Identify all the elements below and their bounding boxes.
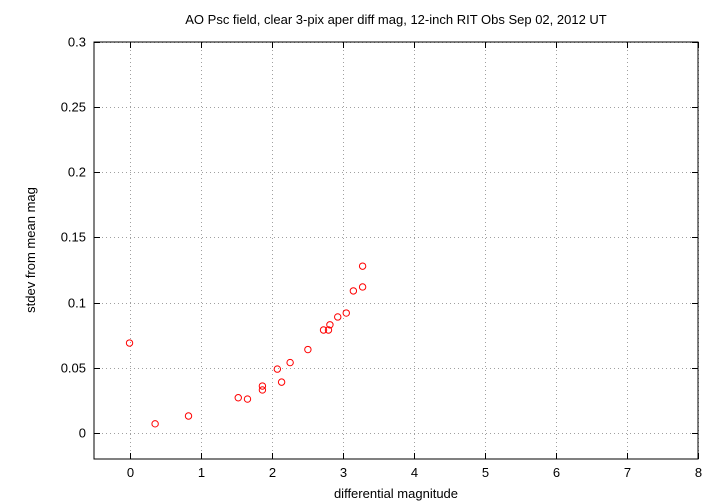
x-tick-label: 7	[624, 465, 631, 480]
data-point	[358, 283, 367, 291]
data-point	[243, 395, 252, 403]
y-tick-label: 0.2	[68, 165, 86, 180]
data-point	[125, 339, 134, 347]
x-tick-labels: 0 1 2 3 4 5 6 7 8	[127, 465, 702, 480]
x-tick-label: 3	[340, 465, 347, 480]
y-axis-label: stdev from mean mag	[23, 187, 38, 313]
data-point	[184, 412, 193, 420]
data-point	[326, 321, 334, 329]
y-tick-label: 0.25	[61, 100, 86, 115]
x-tick-label: 0	[127, 465, 134, 480]
data-point	[151, 420, 159, 428]
x-tick-label: 8	[695, 465, 702, 480]
data-point	[234, 394, 242, 402]
y-tick-label: 0.15	[61, 230, 86, 245]
y-tick-labels: 0 0.05 0.1 0.15 0.2 0.25 0.3	[61, 35, 86, 441]
data-points	[125, 262, 367, 428]
data-point	[342, 309, 350, 317]
data-point	[286, 358, 294, 367]
x-tick-label: 4	[411, 465, 418, 480]
y-tick-label: 0.05	[61, 361, 86, 376]
data-point	[324, 326, 333, 334]
x-tick-label: 2	[269, 465, 276, 480]
y-tick-label: 0.1	[68, 296, 86, 311]
x-tick-label: 5	[482, 465, 489, 480]
data-point	[319, 326, 328, 334]
grid-lines	[94, 42, 699, 459]
data-point	[277, 378, 286, 386]
data-point	[349, 287, 358, 295]
plot-frame	[93, 41, 699, 460]
x-axis-label: differential magnitude	[334, 486, 458, 501]
chart-title: AO Psc field, clear 3-pix aper diff mag,…	[185, 12, 607, 27]
data-point	[304, 345, 312, 354]
data-point	[334, 313, 342, 321]
x-tick-label: 1	[198, 465, 205, 480]
data-point	[258, 386, 267, 394]
y-tick-label: 0	[79, 426, 86, 441]
data-point	[273, 365, 282, 373]
axis-ticks	[94, 42, 699, 459]
data-point	[358, 262, 367, 270]
y-tick-label: 0.3	[68, 35, 86, 50]
x-tick-label: 6	[553, 465, 560, 480]
data-point	[258, 382, 267, 390]
